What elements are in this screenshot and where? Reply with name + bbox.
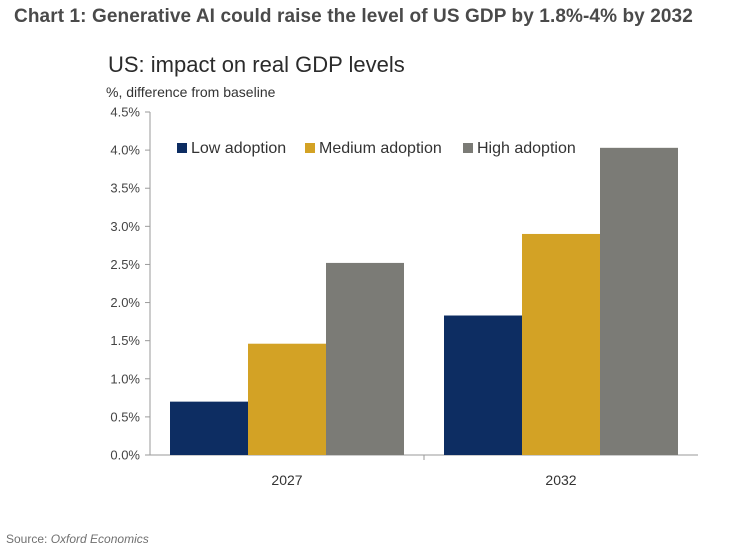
bar <box>522 233 600 455</box>
bar <box>326 262 404 455</box>
y-axis-unit-label: %, difference from baseline <box>106 84 276 100</box>
legend-swatch <box>177 143 187 153</box>
chart-headline: Chart 1: Generative AI could raise the l… <box>14 6 693 27</box>
chart-axes: 0.0% 0.5% 1.0% 1.5% 2.0% 2.5% 3.0% 3.5% 4.0% 4.5%… <box>110 105 698 488</box>
bar <box>444 315 522 455</box>
legend-swatch <box>463 143 473 153</box>
chart-bars <box>170 147 678 455</box>
y-tick-label: 1.0% <box>110 371 140 386</box>
legend-label: Low adoption <box>191 140 286 157</box>
y-tick-label: 0.0% <box>110 448 140 463</box>
chart-legend: Low adoption Medium adoption High adoption <box>177 140 576 157</box>
source-note: Source: Oxford Economics <box>6 532 149 546</box>
legend-label: Medium adoption <box>319 140 442 157</box>
y-tick-label: 3.5% <box>110 181 140 196</box>
source-name: Oxford Economics <box>50 532 149 546</box>
x-category-label: 2032 <box>545 472 576 488</box>
y-tick-label: 4.5% <box>110 105 140 120</box>
y-tick-label: 2.0% <box>110 295 140 310</box>
legend-label: High adoption <box>477 140 576 157</box>
y-tick-label: 2.5% <box>110 257 140 272</box>
bar <box>600 147 678 455</box>
y-tick-label: 4.0% <box>110 143 140 158</box>
y-tick-label: 1.5% <box>110 333 140 348</box>
x-category-label: 2027 <box>271 472 302 488</box>
source-label: Source: <box>6 532 51 546</box>
y-tick-label: 3.0% <box>110 219 140 234</box>
chart-title: US: impact on real GDP levels <box>108 52 405 77</box>
y-tick-label: 0.5% <box>110 409 140 424</box>
bar <box>170 401 248 455</box>
legend-swatch <box>305 143 315 153</box>
bar <box>248 343 326 455</box>
